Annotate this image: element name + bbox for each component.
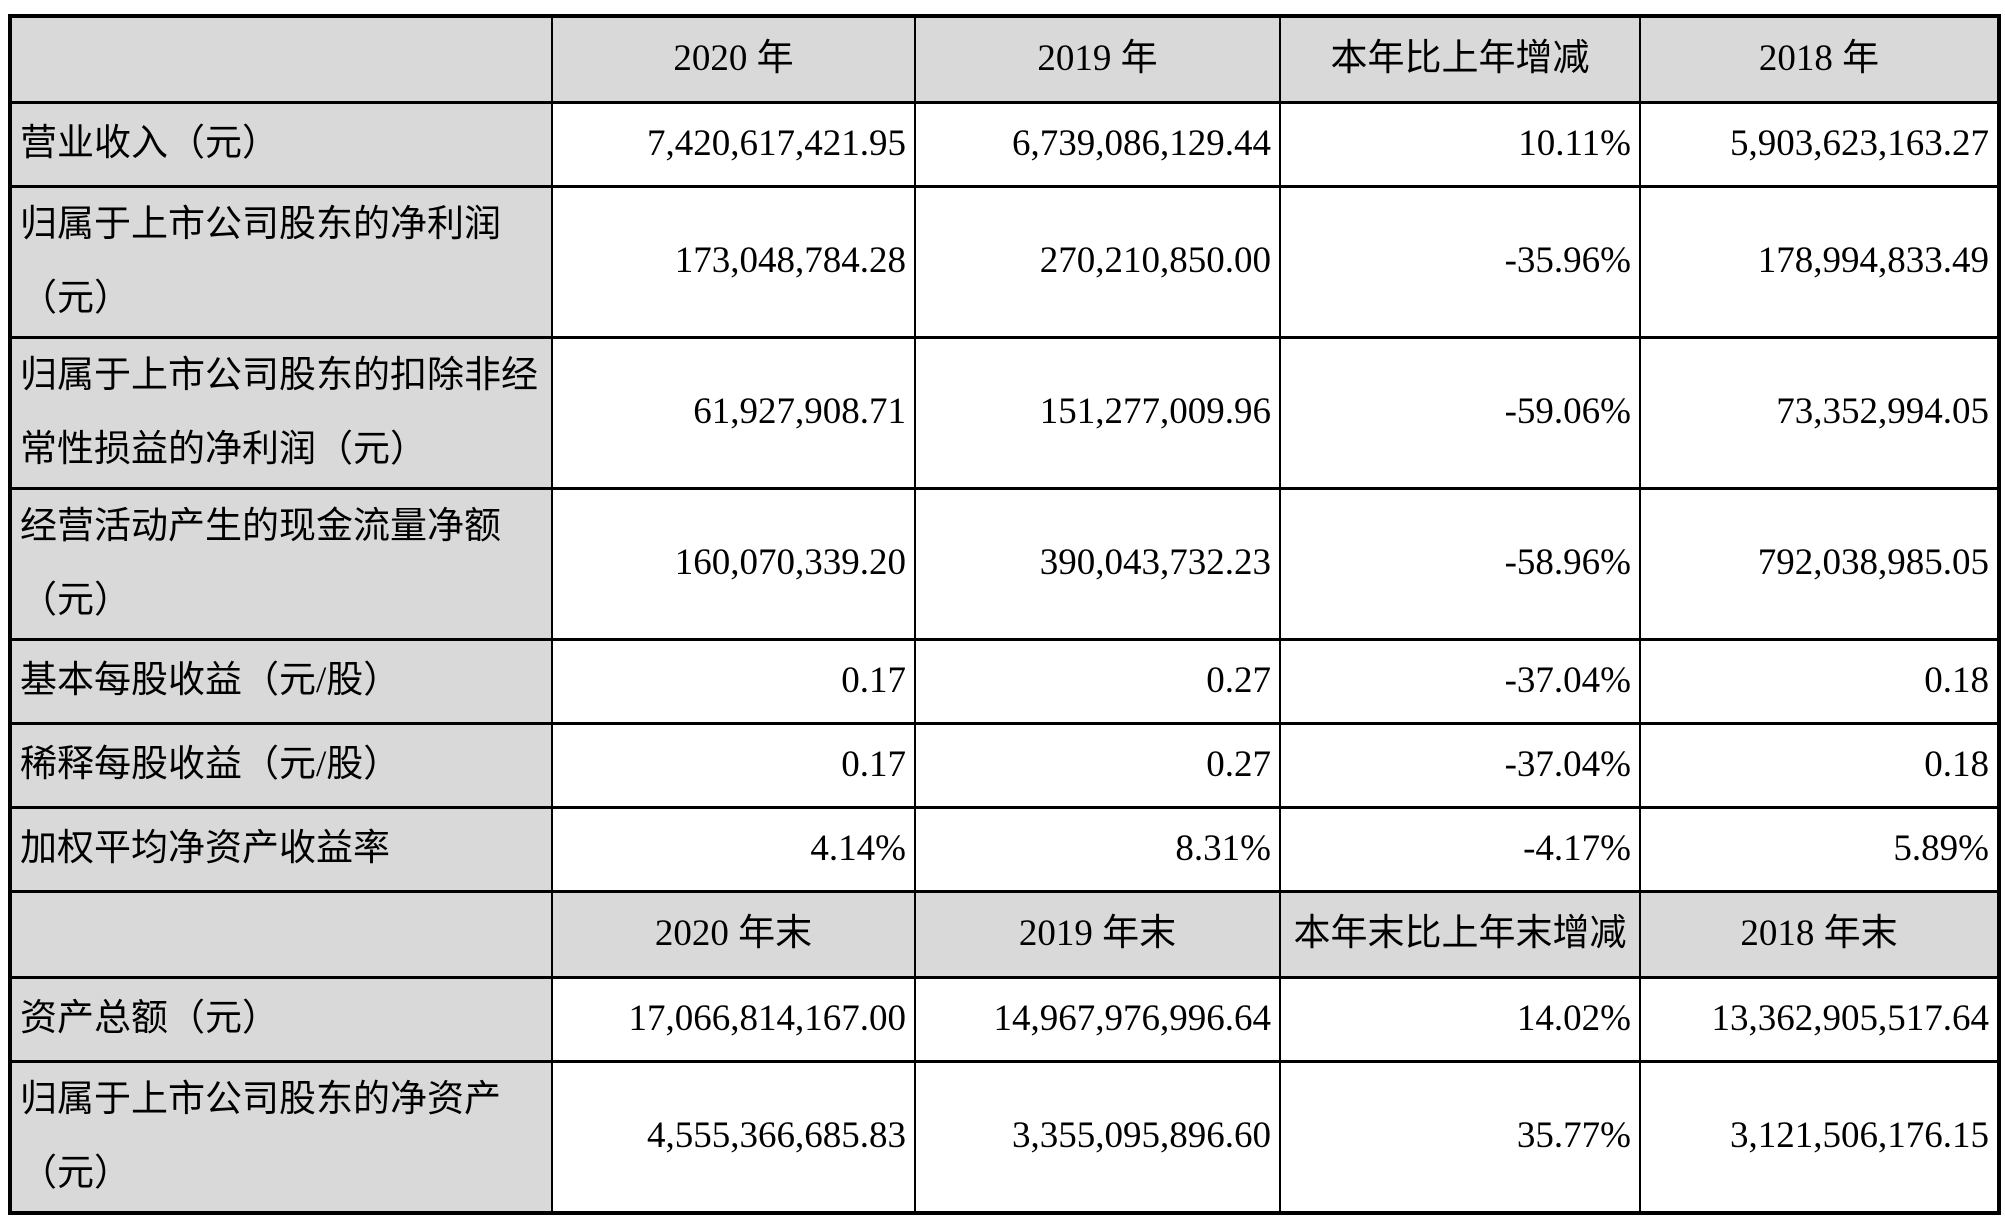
row-label: 归属于上市公司股东的净资产（元） xyxy=(9,1059,553,1214)
header-yearend-change: 本年末比上年末增减 xyxy=(1279,889,1641,979)
table-row-net-assets: 归属于上市公司股东的净资产（元） 4,555,366,685.83 3,355,… xyxy=(9,1059,2000,1214)
row-label: 稀释每股收益（元/股） xyxy=(9,721,553,809)
row-label: 基本每股收益（元/股） xyxy=(9,637,553,725)
cell-value: 10.11% xyxy=(1279,100,1641,188)
table-row-weighted-avg-roe: 加权平均净资产收益率 4.14% 8.31% -4.17% 5.89% xyxy=(9,805,2000,893)
row-label: 资产总额（元） xyxy=(9,975,553,1063)
table-row-net-profit-excl-nonrecurring: 归属于上市公司股东的扣除非经常性损益的净利润（元） 61,927,908.71 … xyxy=(9,335,2000,490)
cell-value: -35.96% xyxy=(1279,184,1641,339)
row-label: 加权平均净资产收益率 xyxy=(9,805,553,893)
cell-value: 61,927,908.71 xyxy=(551,335,916,490)
header-yoy-change: 本年比上年增减 xyxy=(1279,14,1641,104)
header-2019-yearend: 2019 年末 xyxy=(914,889,1281,979)
cell-value: 390,043,732.23 xyxy=(914,486,1281,641)
cell-value: 6,739,086,129.44 xyxy=(914,100,1281,188)
header-2020-yearend: 2020 年末 xyxy=(551,889,916,979)
cell-value: 8.31% xyxy=(914,805,1281,893)
header-2018: 2018 年 xyxy=(1639,14,2000,104)
table-row-total-assets: 资产总额（元） 17,066,814,167.00 14,967,976,996… xyxy=(9,975,2000,1063)
cell-value: 73,352,994.05 xyxy=(1639,335,2000,490)
header-2020: 2020 年 xyxy=(551,14,916,104)
cell-value: 14,967,976,996.64 xyxy=(914,975,1281,1063)
table-row-net-profit: 归属于上市公司股东的净利润（元） 173,048,784.28 270,210,… xyxy=(9,184,2000,339)
cell-value: 4.14% xyxy=(551,805,916,893)
cell-value: 5,903,623,163.27 xyxy=(1639,100,2000,188)
cell-value: 4,555,366,685.83 xyxy=(551,1059,916,1214)
cell-value: 35.77% xyxy=(1279,1059,1641,1214)
cell-value: -4.17% xyxy=(1279,805,1641,893)
cell-value: 173,048,784.28 xyxy=(551,184,916,339)
cell-value: 151,277,009.96 xyxy=(914,335,1281,490)
cell-value: 792,038,985.05 xyxy=(1639,486,2000,641)
cell-value: 0.17 xyxy=(551,721,916,809)
cell-value: -59.06% xyxy=(1279,335,1641,490)
cell-value: 270,210,850.00 xyxy=(914,184,1281,339)
cell-value: 178,994,833.49 xyxy=(1639,184,2000,339)
cell-value: 14.02% xyxy=(1279,975,1641,1063)
financial-summary-table: 2020 年 2019 年 本年比上年增减 2018 年 营业收入（元） 7,4… xyxy=(8,14,2001,1215)
row-label: 经营活动产生的现金流量净额（元） xyxy=(9,486,553,641)
cell-value: 3,121,506,176.15 xyxy=(1639,1059,2000,1214)
yearend-header-row: 2020 年末 2019 年末 本年末比上年末增减 2018 年末 xyxy=(9,889,2000,979)
cell-value: 0.18 xyxy=(1639,637,2000,725)
header-blank-cell xyxy=(9,14,553,104)
cell-value: 13,362,905,517.64 xyxy=(1639,975,2000,1063)
cell-value: 160,070,339.20 xyxy=(551,486,916,641)
period-header-row: 2020 年 2019 年 本年比上年增减 2018 年 xyxy=(9,14,2000,104)
header-blank-cell xyxy=(9,889,553,979)
header-2018-yearend: 2018 年末 xyxy=(1639,889,2000,979)
cell-value: 5.89% xyxy=(1639,805,2000,893)
cell-value: 0.18 xyxy=(1639,721,2000,809)
cell-value: 3,355,095,896.60 xyxy=(914,1059,1281,1214)
row-label: 归属于上市公司股东的扣除非经常性损益的净利润（元） xyxy=(9,335,553,490)
table-row-revenue: 营业收入（元） 7,420,617,421.95 6,739,086,129.4… xyxy=(9,100,2000,188)
cell-value: 0.27 xyxy=(914,637,1281,725)
cell-value: -37.04% xyxy=(1279,637,1641,725)
header-2019: 2019 年 xyxy=(914,14,1281,104)
row-label: 归属于上市公司股东的净利润（元） xyxy=(9,184,553,339)
cell-value: 0.17 xyxy=(551,637,916,725)
cell-value: -37.04% xyxy=(1279,721,1641,809)
table-row-diluted-eps: 稀释每股收益（元/股） 0.17 0.27 -37.04% 0.18 xyxy=(9,721,2000,809)
cell-value: 7,420,617,421.95 xyxy=(551,100,916,188)
table-row-basic-eps: 基本每股收益（元/股） 0.17 0.27 -37.04% 0.18 xyxy=(9,637,2000,725)
cell-value: -58.96% xyxy=(1279,486,1641,641)
row-label: 营业收入（元） xyxy=(9,100,553,188)
cell-value: 0.27 xyxy=(914,721,1281,809)
table-row-operating-cash-flow: 经营活动产生的现金流量净额（元） 160,070,339.20 390,043,… xyxy=(9,486,2000,641)
cell-value: 17,066,814,167.00 xyxy=(551,975,916,1063)
